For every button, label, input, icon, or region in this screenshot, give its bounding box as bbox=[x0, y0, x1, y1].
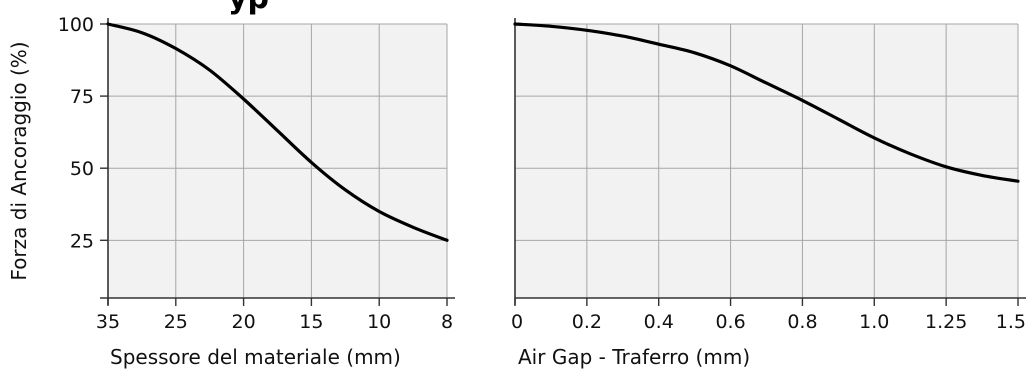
x-tick-label-left-0: 35 bbox=[96, 311, 120, 333]
x-tick-label-right-2: 0.4 bbox=[644, 311, 674, 333]
series-line-left bbox=[106, 22, 449, 242]
x-axis-title-left: Spessore del materiale (mm) bbox=[110, 345, 401, 369]
y-tick-label-100: 100 bbox=[58, 14, 94, 36]
x-tick-label-left-1: 25 bbox=[164, 311, 188, 333]
x-tick-label-left-3: 15 bbox=[299, 311, 323, 333]
x-tick-label-left-2: 20 bbox=[232, 311, 256, 333]
x-tick-label-right-4: 0.8 bbox=[787, 311, 817, 333]
x-tick-label-right-5: 1.0 bbox=[859, 311, 889, 333]
chart-title-fragment: yp bbox=[228, 0, 269, 16]
x-tick-label-right-0: 0 bbox=[511, 311, 523, 333]
y-tick-label-75: 75 bbox=[70, 86, 94, 108]
x-tick-label-right-6: 1.25 bbox=[925, 311, 967, 333]
x-axis-title-right: Air Gap - Traferro (mm) bbox=[518, 345, 750, 369]
x-tick-label-right-3: 0.6 bbox=[715, 311, 745, 333]
y-tick-label-25: 25 bbox=[70, 230, 94, 252]
x-tick-label-left-4: 10 bbox=[367, 311, 391, 333]
x-tick-label-right-7: 1.5 bbox=[996, 311, 1026, 333]
y-tick-label-50: 50 bbox=[70, 158, 94, 180]
y-axis-title: Forza di Ancoraggio (%) bbox=[7, 41, 31, 280]
plot-area-left bbox=[108, 24, 447, 298]
x-tick-label-left-5: 8 bbox=[441, 311, 453, 333]
x-tick-label-right-1: 0.2 bbox=[572, 311, 602, 333]
right-chart-panel: 0 0.2 0.4 0.6 0.8 1.0 1.25 1.5 Air Gap - Traferr… bbox=[511, 18, 1026, 369]
plot-area-right bbox=[515, 24, 1018, 298]
left-chart-panel: 35 25 20 15 10 8 25 50 75 100 Forza di Ancoraggio … bbox=[7, 14, 455, 369]
series-line-right bbox=[513, 22, 1020, 183]
